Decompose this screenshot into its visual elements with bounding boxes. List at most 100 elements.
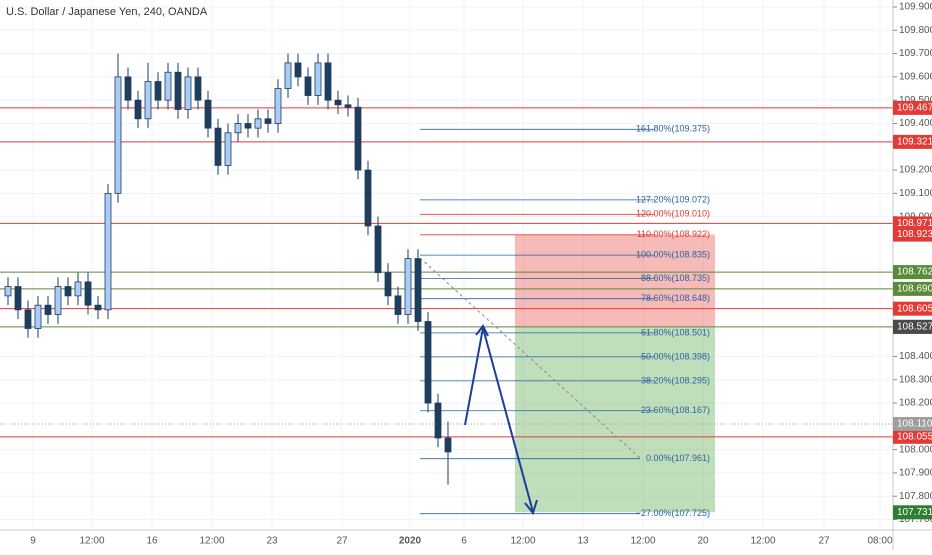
- candle-body: [74, 281, 82, 297]
- reward-zone: [515, 326, 715, 513]
- candle-body: [344, 104, 352, 108]
- candle-body: [384, 272, 392, 297]
- candle-body: [354, 106, 362, 171]
- fib-levels: 161.80%(109.375) 127.20%(109.072) 120.00%(…: [420, 124, 710, 518]
- chart-title: U.S. Dollar / Japanese Yen, 240, OANDA: [6, 6, 208, 18]
- candle-body: [254, 118, 262, 129]
- price-label-box: [893, 227, 932, 242]
- candle-body: [204, 99, 212, 129]
- candle-body: [434, 402, 442, 439]
- price-label-box: [893, 134, 932, 149]
- fib-label: 161.80%(109.375): [636, 124, 710, 134]
- y-tick-label: 109.200: [899, 165, 932, 176]
- candle-body: [24, 309, 32, 329]
- y-tick-label: 108.300: [899, 374, 932, 385]
- candle-body: [374, 225, 382, 273]
- arrow-head: [475, 324, 489, 337]
- x-tick-label: 20: [697, 536, 709, 547]
- candle-body: [164, 71, 172, 101]
- price-label: 108.923: [897, 229, 932, 240]
- price-label: 108.971: [897, 218, 932, 229]
- candle-body: [44, 304, 52, 315]
- candle-body: [94, 304, 102, 311]
- price-label-box: [893, 319, 932, 334]
- y-tick-label: 108.400: [899, 351, 932, 362]
- fib-label: 38.20%(108.295): [641, 375, 710, 385]
- candle-body: [174, 71, 182, 110]
- y-tick-label: 109.400: [899, 118, 932, 129]
- price-label-box: [893, 216, 932, 231]
- candle-body: [314, 62, 322, 96]
- x-tick-label: 27: [336, 536, 348, 547]
- y-tick-label: 107.800: [899, 491, 932, 502]
- candle-body: [214, 127, 222, 166]
- x-tick-label: 12:00: [79, 536, 104, 547]
- fib-label: 110.00%(108.922): [637, 229, 710, 239]
- price-label-box: [893, 301, 932, 316]
- y-tick-label: 107.900: [899, 468, 932, 479]
- y-tick-label: 109.600: [899, 72, 932, 83]
- candle-body: [294, 62, 302, 78]
- y-tick-label: 109.800: [899, 25, 932, 36]
- price-label: 109.467: [897, 103, 932, 114]
- y-tick-label: 109.900: [899, 2, 932, 13]
- candles: [4, 53, 452, 485]
- price-label: 107.731: [897, 507, 932, 518]
- price-label: 109.321: [897, 137, 932, 148]
- x-tick-label: 2020: [399, 536, 422, 547]
- candle-body: [144, 81, 152, 120]
- candle-body: [34, 304, 42, 329]
- candle-body: [114, 76, 122, 194]
- price-label: 108.605: [897, 303, 932, 314]
- candle-body: [154, 81, 162, 101]
- candle-body: [224, 132, 232, 166]
- y-tick-label: 109.500: [899, 95, 932, 106]
- candle-body: [284, 62, 292, 89]
- price-label-box: [893, 265, 932, 280]
- y-tick-label: 109.100: [899, 188, 932, 199]
- price-label-box: [893, 429, 932, 444]
- risk-zone: [515, 234, 715, 327]
- candle-body: [274, 88, 282, 124]
- price-label: 108.762: [897, 267, 932, 278]
- candle-body: [394, 295, 402, 315]
- candle-body: [234, 123, 242, 134]
- y-tick-label: 109.700: [899, 48, 932, 59]
- price-label-box: [893, 100, 932, 115]
- x-tick-label: 12:00: [750, 536, 775, 547]
- arrow-head: [524, 499, 538, 516]
- fib-label: 120.00%(109.010): [636, 209, 710, 219]
- candle-body: [64, 286, 72, 297]
- price-label-box: [893, 417, 932, 431]
- candle-body: [184, 76, 192, 110]
- x-tick-label: 12:00: [510, 536, 535, 547]
- fib-label: 78.60%(108.648): [641, 293, 710, 303]
- candle-body: [134, 99, 142, 120]
- fib-label: 100.00%(108.835): [636, 249, 710, 259]
- candle-body: [324, 62, 332, 101]
- x-tick-label: 23: [266, 536, 278, 547]
- x-tick-label: 13: [577, 536, 589, 547]
- candle-body: [364, 169, 372, 227]
- candle-body: [84, 281, 92, 306]
- candle-body: [54, 286, 62, 315]
- fib-label: 127.20%(109.072): [636, 194, 710, 204]
- price-label: 108.527: [897, 321, 932, 332]
- candle-body: [404, 258, 412, 315]
- x-tick-label: 12:00: [199, 536, 224, 547]
- fib-label: 61.80%(108.501): [641, 327, 710, 337]
- x-tick-label: 27: [818, 536, 830, 547]
- x-tick-label: 12:00: [630, 536, 655, 547]
- candle-body: [414, 258, 422, 322]
- candle-body: [304, 76, 312, 96]
- x-tick-label: 16: [146, 536, 158, 547]
- candle-body: [194, 76, 202, 101]
- candle-body: [334, 99, 342, 106]
- x-tick-label: 08:00: [867, 536, 892, 547]
- position-zones: [515, 234, 715, 513]
- candle-body: [104, 192, 112, 311]
- fib-label: 88.60%(108.735): [641, 273, 710, 283]
- fib-label: −27.00%(107.725): [636, 508, 710, 518]
- fib-label: 50.00%(108.398): [641, 351, 710, 361]
